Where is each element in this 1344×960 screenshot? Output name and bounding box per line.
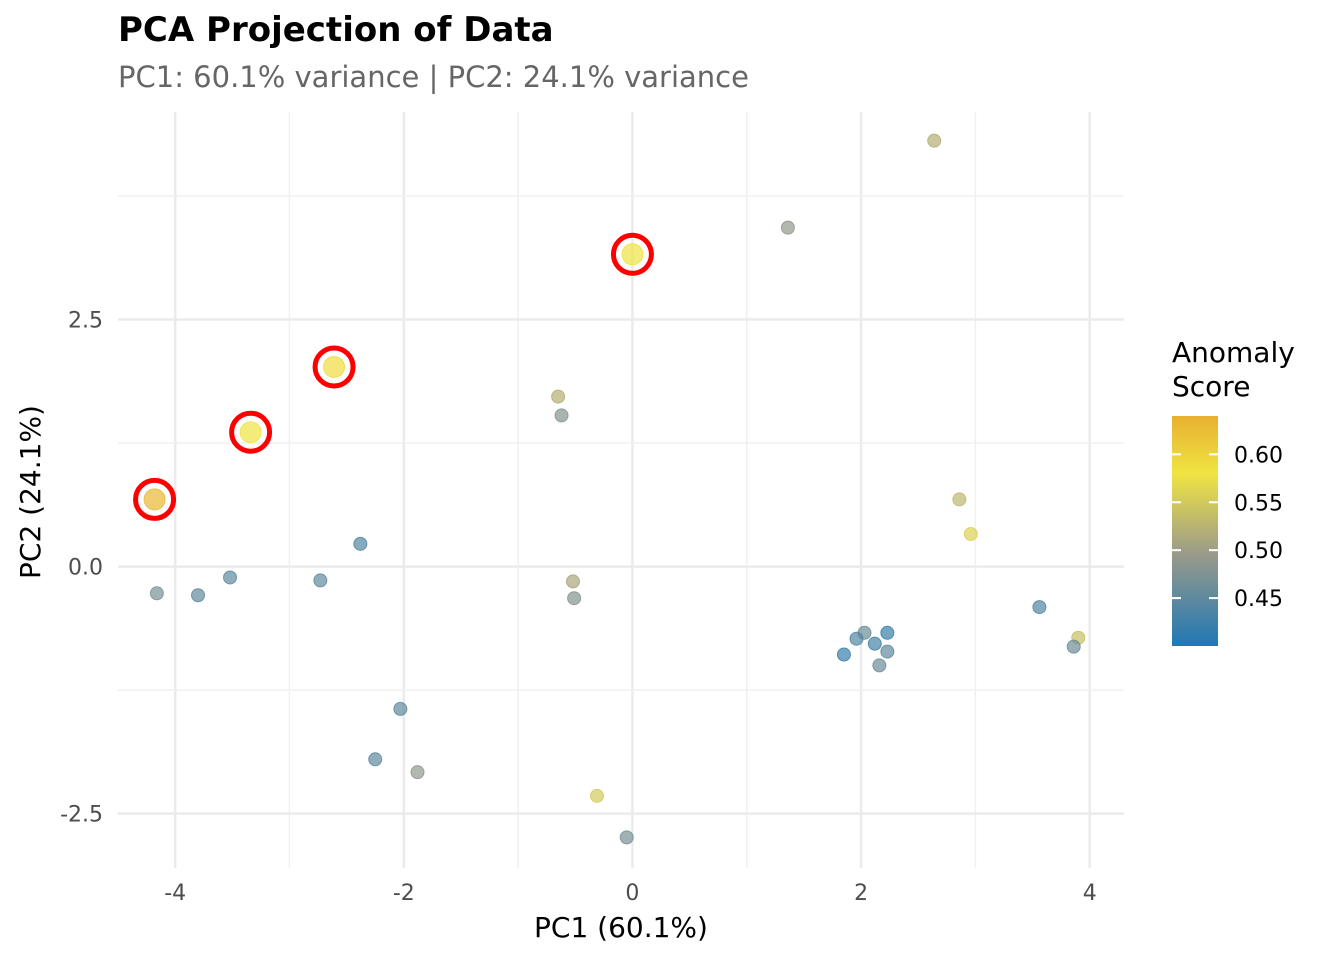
data-point: [393, 701, 408, 716]
anomaly-point: [239, 421, 262, 444]
x-tick-label: -4: [164, 881, 186, 906]
x-tick-label: 2: [854, 881, 868, 906]
legend-colorbar: [1172, 416, 1218, 646]
legend-tick-label: 0.55: [1234, 491, 1283, 516]
axis-ticks: -4 -2 0 2 4 -2.5 0.0 2.5: [60, 309, 1097, 906]
data-point: [551, 389, 566, 404]
data-point: [880, 644, 895, 659]
x-axis-title: PC1 (60.1%): [534, 911, 708, 944]
x-tick-label: -2: [393, 881, 415, 906]
data-point: [927, 133, 942, 148]
data-point: [952, 492, 967, 507]
y-tick-label: 2.5: [68, 309, 103, 334]
data-point: [849, 631, 864, 646]
data-point: [589, 788, 604, 803]
legend-tick-label: 0.45: [1234, 587, 1283, 612]
legend-title-line-2: Score: [1172, 370, 1250, 403]
anomaly-point: [143, 488, 166, 511]
data-point: [1066, 639, 1081, 654]
y-tick-label: 0.0: [68, 556, 103, 581]
chart-subtitle: PC1: 60.1% variance | PC2: 24.1% varianc…: [118, 60, 749, 94]
y-tick-label: -2.5: [60, 803, 103, 828]
anomaly-highlights: [133, 232, 654, 521]
data-point: [223, 570, 238, 585]
data-points: [143, 133, 1086, 845]
data-point: [567, 591, 582, 606]
data-point: [867, 636, 882, 651]
y-axis-title: PC2 (24.1%): [14, 405, 47, 579]
data-point: [780, 220, 795, 235]
data-point: [619, 830, 634, 845]
legend-title-line-1: Anomaly: [1172, 336, 1295, 369]
chart-title: PCA Projection of Data: [118, 10, 554, 50]
anomaly-highlight-ring: [312, 345, 356, 389]
data-point: [353, 536, 368, 551]
data-point: [1032, 600, 1047, 615]
anomaly-highlight-ring: [229, 410, 273, 454]
data-point: [836, 647, 851, 662]
color-legend: Anomaly Score 0.45 0.50 0.55 0.60: [1172, 336, 1295, 646]
data-point: [565, 574, 580, 589]
anomaly-point: [323, 355, 346, 378]
data-point: [410, 765, 425, 780]
data-point: [872, 658, 887, 673]
x-tick-label: 4: [1083, 881, 1097, 906]
data-point: [963, 526, 978, 541]
data-point: [149, 586, 164, 601]
data-point: [554, 408, 569, 423]
anomaly-point: [621, 243, 644, 266]
data-point: [191, 588, 206, 603]
legend-tick-label: 0.60: [1234, 443, 1283, 468]
legend-tick-label: 0.50: [1234, 539, 1283, 564]
data-point: [880, 625, 895, 640]
anomaly-highlight-ring: [133, 477, 177, 521]
data-point: [313, 573, 328, 588]
data-point: [368, 752, 383, 767]
legend-ticks: 0.45 0.50 0.55 0.60: [1172, 443, 1283, 612]
anomaly-highlight-ring: [610, 232, 654, 276]
x-tick-label: 0: [625, 881, 639, 906]
grid-lines: [118, 112, 1124, 868]
